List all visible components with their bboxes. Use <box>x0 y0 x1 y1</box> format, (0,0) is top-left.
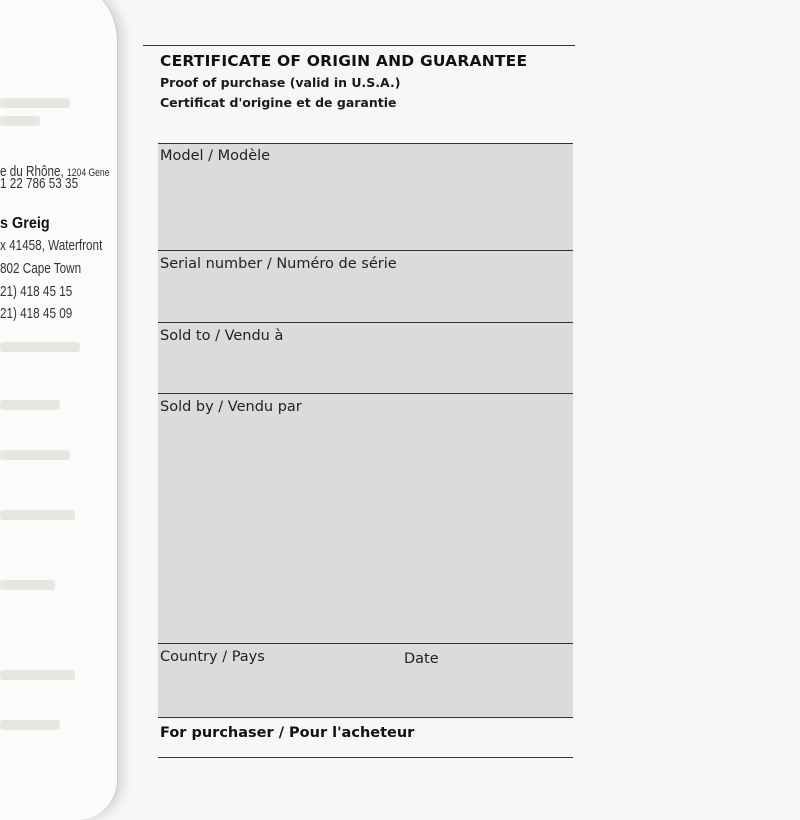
address-line: e du Rhône, 1204 Gene <box>0 163 110 180</box>
phone-line: 21) 418 45 15 <box>0 283 73 300</box>
fax-line: 21) 418 45 09 <box>0 305 73 322</box>
serial-field[interactable]: Serial number / Numéro de série <box>158 251 573 322</box>
purchaser-label: For purchaser / Pour l'acheteur <box>160 725 415 741</box>
certificate-title: CERTIFICATE OF ORIGIN AND GUARANTEE <box>160 52 528 70</box>
rule <box>158 250 573 251</box>
rule <box>158 643 573 644</box>
subtitle-en: Proof of purchase (valid in U.S.A.) <box>160 75 401 90</box>
bottom-rule <box>158 757 573 758</box>
country-date-field[interactable]: Country / Pays Date <box>158 644 573 717</box>
faint-text <box>0 116 40 126</box>
left-page: e du Rhône, 1204 Gene 1 22 786 53 35 s G… <box>0 0 118 820</box>
sold-by-label: Sold by / Vendu par <box>160 399 302 415</box>
country-label: Country / Pays <box>160 649 265 665</box>
faint-text <box>0 510 75 520</box>
address-line: 802 Cape Town <box>0 260 82 277</box>
address-line: x 41458, Waterfront <box>0 237 103 254</box>
phone-line: 1 22 786 53 35 <box>0 175 79 192</box>
rule <box>158 717 573 718</box>
top-rule <box>143 45 575 46</box>
rule <box>158 322 573 323</box>
faint-text <box>0 450 70 460</box>
faint-text <box>0 720 60 730</box>
subtitle-fr: Certificat d'origine et de garantie <box>160 95 397 110</box>
faint-text <box>0 400 60 410</box>
faint-text <box>0 98 70 108</box>
faint-text <box>0 670 75 680</box>
sold-to-field[interactable]: Sold to / Vendu à <box>158 323 573 393</box>
faint-text <box>0 580 55 590</box>
serial-label: Serial number / Numéro de série <box>160 256 397 272</box>
sold-by-field[interactable]: Sold by / Vendu par <box>158 394 573 643</box>
rule <box>158 143 573 144</box>
contact-name: s Greig <box>0 215 50 232</box>
model-field[interactable]: Model / Modèle <box>158 143 573 250</box>
sold-to-label: Sold to / Vendu à <box>160 328 284 344</box>
date-label: Date <box>404 651 439 667</box>
rule <box>158 393 573 394</box>
model-label: Model / Modèle <box>160 148 271 164</box>
faint-text <box>0 342 80 352</box>
